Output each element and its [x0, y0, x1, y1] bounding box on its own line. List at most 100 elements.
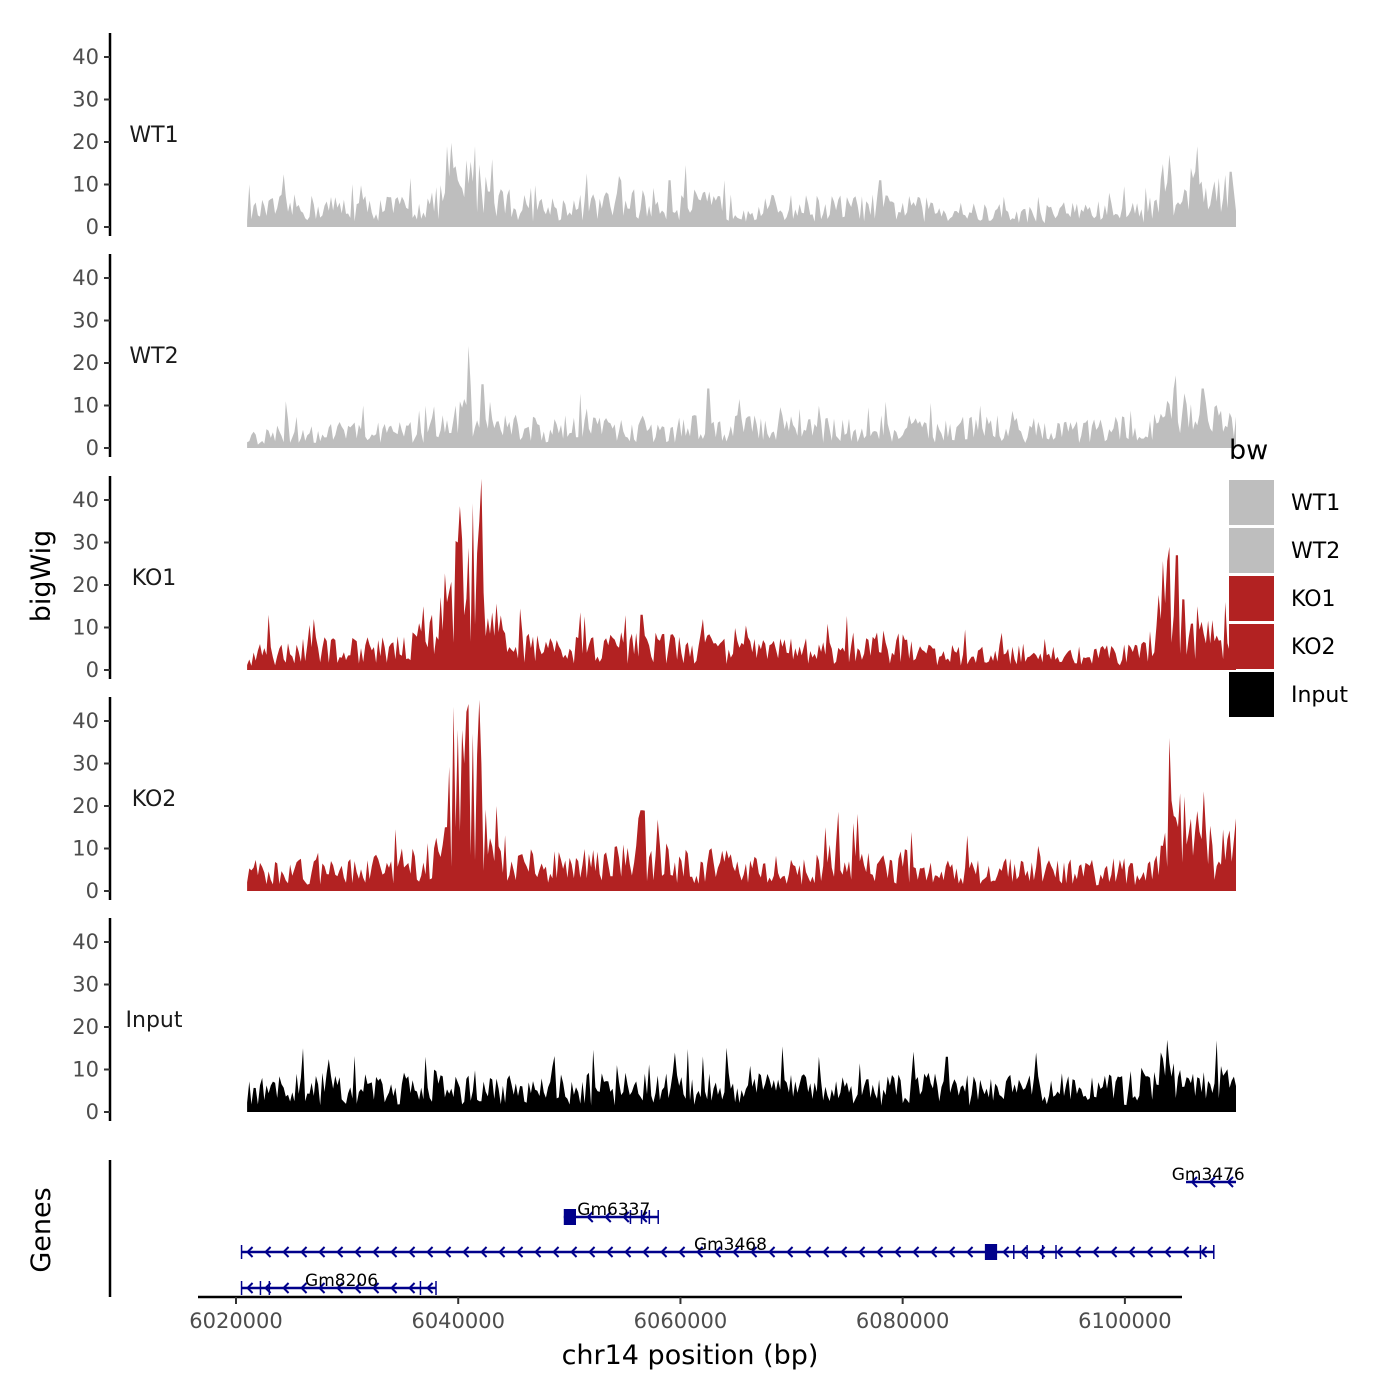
strand-arrow [552, 1246, 560, 1258]
x-tick-label: 6100000 [1078, 1309, 1172, 1333]
x-tick-label: 6080000 [856, 1309, 950, 1333]
strand-arrow [426, 1246, 434, 1258]
legend-key-wt2 [1229, 528, 1274, 573]
y-tick-label: 20 [72, 794, 99, 818]
y-tick-label: 40 [72, 930, 99, 954]
strand-arrow [1128, 1246, 1136, 1258]
strand-arrow [858, 1246, 866, 1258]
strand-arrow [660, 1246, 668, 1258]
x-tick-label: 6020000 [189, 1309, 283, 1333]
coverage-area-ko1 [247, 478, 1237, 670]
gene-gm8206: Gm8206 [240, 1271, 437, 1295]
strand-arrow [588, 1246, 596, 1258]
y-tick-label: 0 [86, 879, 99, 903]
strand-arrow [354, 1282, 362, 1294]
panel-label: Input [126, 1008, 183, 1033]
y-tick-label: 10 [72, 837, 99, 861]
y-tick-label: 0 [86, 436, 99, 460]
track-panels: 0 10 20 30 40 WT1 0 10 20 30 40 WT2 0 10 20 30 40 KO1 0 10 2… [72, 33, 1237, 1124]
panel-label: KO1 [132, 566, 177, 591]
strand-arrow [318, 1246, 326, 1258]
track-ko2: 0 10 20 30 40 KO2 [72, 697, 1237, 903]
strand-arrow [622, 1211, 630, 1223]
strand-arrow [246, 1246, 254, 1258]
legend-key-ko2 [1229, 624, 1274, 669]
gene-gm3468: Gm3468 [240, 1235, 1215, 1260]
y-tick-label: 30 [72, 88, 99, 112]
y-tick-label: 30 [72, 309, 99, 333]
strand-arrow [750, 1246, 758, 1258]
legend-label-ko2: KO2 [1291, 635, 1336, 660]
y-tick-label: 20 [72, 1015, 99, 1039]
y-tick-label: 40 [72, 709, 99, 733]
gene-annotation-panel: Gm3476 Gm6337 Gm3468 Gm8206 [108, 1160, 1245, 1297]
strand-arrow [480, 1246, 488, 1258]
y-tick-label: 10 [72, 394, 99, 418]
track-input: 0 10 20 30 40 Input [72, 918, 1237, 1124]
strand-arrow [282, 1246, 290, 1258]
strand-arrow [372, 1246, 380, 1258]
strand-arrow [1074, 1246, 1082, 1258]
y-tick-label: 20 [72, 573, 99, 597]
strand-arrow [930, 1246, 938, 1258]
gene-gm6337: Gm6337 [563, 1200, 659, 1225]
strand-arrow [336, 1246, 344, 1258]
track-wt1: 0 10 20 30 40 WT1 [72, 33, 1237, 239]
y-tick-label: 40 [72, 45, 99, 69]
legend-label-wt1: WT1 [1291, 491, 1340, 516]
x-tick-label: 6040000 [411, 1309, 505, 1333]
strand-arrow [1226, 1176, 1234, 1188]
y-tick-label: 0 [86, 658, 99, 682]
y-tick-label: 10 [72, 1058, 99, 1082]
legend-label-wt2: WT2 [1291, 539, 1340, 564]
strand-arrow [1200, 1246, 1208, 1258]
gene-label: Gm8206 [305, 1271, 378, 1291]
track-ko1: 0 10 20 30 40 KO1 [72, 476, 1237, 682]
strand-arrow [408, 1282, 416, 1294]
x-tick-label: 6060000 [634, 1309, 728, 1333]
strand-arrow [1146, 1246, 1154, 1258]
strand-arrow [714, 1246, 722, 1258]
y-axis-title-tracks: bigWig [26, 530, 57, 623]
legend-title: bw [1229, 435, 1268, 466]
strand-arrow [300, 1282, 308, 1294]
strand-arrow [426, 1282, 434, 1294]
gene-label: Gm3468 [694, 1235, 767, 1255]
coverage-area-wt1 [247, 142, 1237, 227]
legend-label-ko1: KO1 [1291, 587, 1336, 612]
coverage-area-input [247, 1039, 1237, 1112]
panel-label: WT1 [129, 123, 178, 148]
x-axis: 6020000 6040000 6060000 6080000 6100000 [189, 1295, 1182, 1333]
coverage-area-wt2 [247, 346, 1237, 448]
strand-arrow [840, 1246, 848, 1258]
strand-arrow [300, 1246, 308, 1258]
strand-arrow [498, 1246, 506, 1258]
strand-arrow [1208, 1176, 1216, 1188]
legend-label-input: Input [1291, 683, 1348, 708]
strand-arrow [822, 1246, 830, 1258]
gene-label: Gm6337 [577, 1200, 650, 1220]
strand-arrow [966, 1246, 974, 1258]
x-axis-title: chr14 position (bp) [562, 1340, 819, 1371]
track-wt2: 0 10 20 30 40 WT2 [72, 254, 1237, 460]
legend-key-ko1 [1229, 576, 1274, 621]
y-tick-label: 30 [72, 752, 99, 776]
strand-arrow [624, 1246, 632, 1258]
y-tick-label: 10 [72, 616, 99, 640]
strand-arrow [570, 1246, 578, 1258]
strand-arrow [786, 1246, 794, 1258]
strand-arrow [1092, 1246, 1100, 1258]
strand-arrow [606, 1246, 614, 1258]
y-tick-label: 40 [72, 488, 99, 512]
strand-arrow [264, 1246, 272, 1258]
y-tick-label: 20 [72, 351, 99, 375]
strand-arrow [732, 1246, 740, 1258]
y-tick-label: 30 [72, 973, 99, 997]
strand-arrow [1110, 1246, 1118, 1258]
strand-arrow [1056, 1246, 1064, 1258]
strand-arrow [948, 1246, 956, 1258]
panel-label: WT2 [129, 344, 178, 369]
gene-label: Gm3476 [1172, 1165, 1245, 1185]
strand-arrow [336, 1282, 344, 1294]
strand-arrow [318, 1282, 326, 1294]
